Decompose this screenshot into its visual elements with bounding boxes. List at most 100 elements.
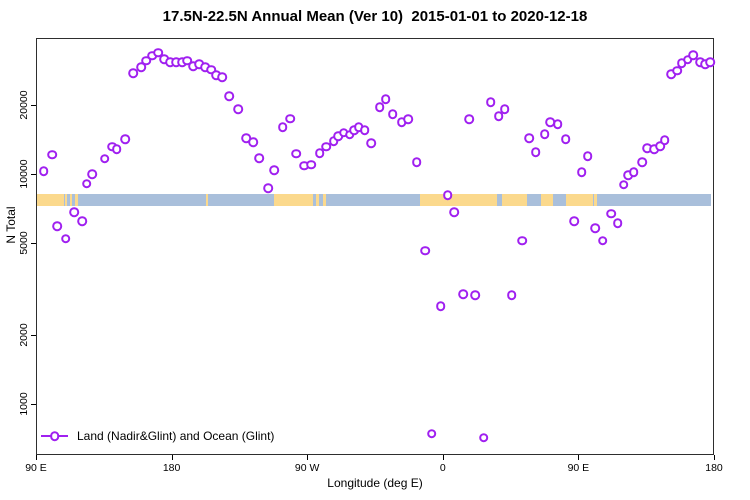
data-point	[464, 114, 475, 125]
data-point	[442, 190, 453, 200]
data-point	[359, 125, 370, 136]
data-point	[38, 166, 49, 177]
data-point	[606, 208, 616, 219]
data-point	[141, 56, 152, 66]
legend: Land (Nadir&Glint) and Ocean (Glint)	[41, 429, 275, 443]
data-point	[659, 135, 670, 146]
data-point	[120, 134, 130, 144]
data-point	[613, 218, 623, 228]
data-point	[590, 223, 601, 233]
y-tick-mark	[31, 334, 36, 336]
data-point	[683, 55, 693, 65]
data-point	[493, 111, 504, 121]
x-tick-label: 180	[705, 462, 723, 474]
data-point	[153, 48, 164, 58]
data-point	[426, 428, 437, 439]
data-point	[69, 207, 79, 218]
y-tick-mark	[31, 404, 36, 406]
data-point	[306, 160, 316, 170]
land-segment	[593, 194, 598, 207]
land-ocean-map-strip	[37, 194, 712, 207]
data-point	[60, 233, 71, 244]
data-point	[77, 216, 87, 227]
x-tick-label: 0	[439, 462, 446, 474]
x-tick-mark	[307, 455, 309, 460]
land-segment	[37, 194, 65, 207]
data-point	[506, 290, 517, 301]
plot-area: Land (Nadir&Glint) and Ocean (Glint)	[36, 38, 716, 455]
data-point	[470, 290, 481, 301]
data-point	[47, 149, 57, 160]
data-point	[217, 72, 228, 82]
x-tick-mark	[442, 455, 444, 460]
data-point	[269, 165, 280, 176]
x-tick-label: 90 E	[567, 462, 590, 474]
land-segment	[273, 194, 314, 207]
data-point	[435, 301, 446, 311]
data-point	[582, 151, 593, 162]
data-point	[254, 153, 265, 163]
data-point	[597, 235, 608, 246]
y-tick-mark	[31, 174, 36, 176]
data-point	[628, 167, 639, 178]
data-point	[478, 433, 489, 443]
y-tick-label: 10000	[18, 159, 30, 189]
y-axis-title: N Total	[4, 206, 18, 244]
data-point	[524, 133, 534, 144]
x-tick-mark	[36, 455, 37, 460]
data-point	[576, 167, 587, 178]
data-point	[128, 68, 139, 78]
data-point	[291, 149, 301, 159]
legend-label: Land (Nadir&Glint) and Ocean (Glint)	[77, 429, 275, 443]
data-point	[285, 114, 295, 124]
data-point	[672, 66, 683, 76]
land-segment	[540, 194, 554, 207]
data-point	[233, 104, 243, 114]
data-point	[321, 142, 332, 152]
data-point	[374, 102, 385, 112]
x-tick-label: 90 W	[294, 462, 320, 474]
data-point	[248, 137, 258, 148]
data-point	[112, 144, 122, 154]
data-point	[277, 122, 288, 132]
y-tick-label: 2000	[18, 323, 30, 347]
data-point	[619, 179, 629, 190]
legend-line	[41, 431, 68, 441]
data-point	[411, 157, 422, 168]
data-point	[449, 207, 460, 218]
x-tick-mark	[714, 455, 715, 460]
land-segment	[64, 194, 68, 207]
data-point	[136, 62, 146, 72]
chart-title: 17.5N-22.5N Annual Mean (Ver 10) 2015-01…	[162, 8, 588, 25]
data-point	[403, 114, 414, 125]
data-point	[182, 56, 192, 66]
data-point	[366, 138, 377, 148]
data-point	[485, 97, 496, 108]
data-point	[224, 91, 234, 101]
data-point	[561, 134, 571, 144]
y-tick-label: 5000	[18, 231, 30, 256]
data-point	[52, 221, 63, 232]
x-tick-label: 180	[162, 462, 181, 474]
land-segment	[75, 194, 79, 207]
data-point	[705, 57, 716, 67]
land-segment	[316, 194, 320, 207]
data-point	[552, 119, 563, 129]
data-point	[81, 178, 92, 189]
x-tick-label: 90 E	[25, 462, 47, 474]
land-segment	[565, 194, 593, 207]
land-segment	[205, 194, 208, 207]
data-point	[420, 245, 430, 256]
data-point	[387, 109, 398, 120]
y-tick-mark	[31, 243, 36, 245]
land-segment	[70, 194, 73, 207]
data-point	[458, 289, 469, 300]
data-point	[314, 148, 325, 158]
data-point	[206, 64, 216, 75]
data-point	[539, 129, 550, 139]
data-point	[500, 104, 510, 114]
data-point	[517, 235, 527, 246]
land-segment	[419, 194, 498, 207]
x-tick-mark	[171, 455, 173, 460]
